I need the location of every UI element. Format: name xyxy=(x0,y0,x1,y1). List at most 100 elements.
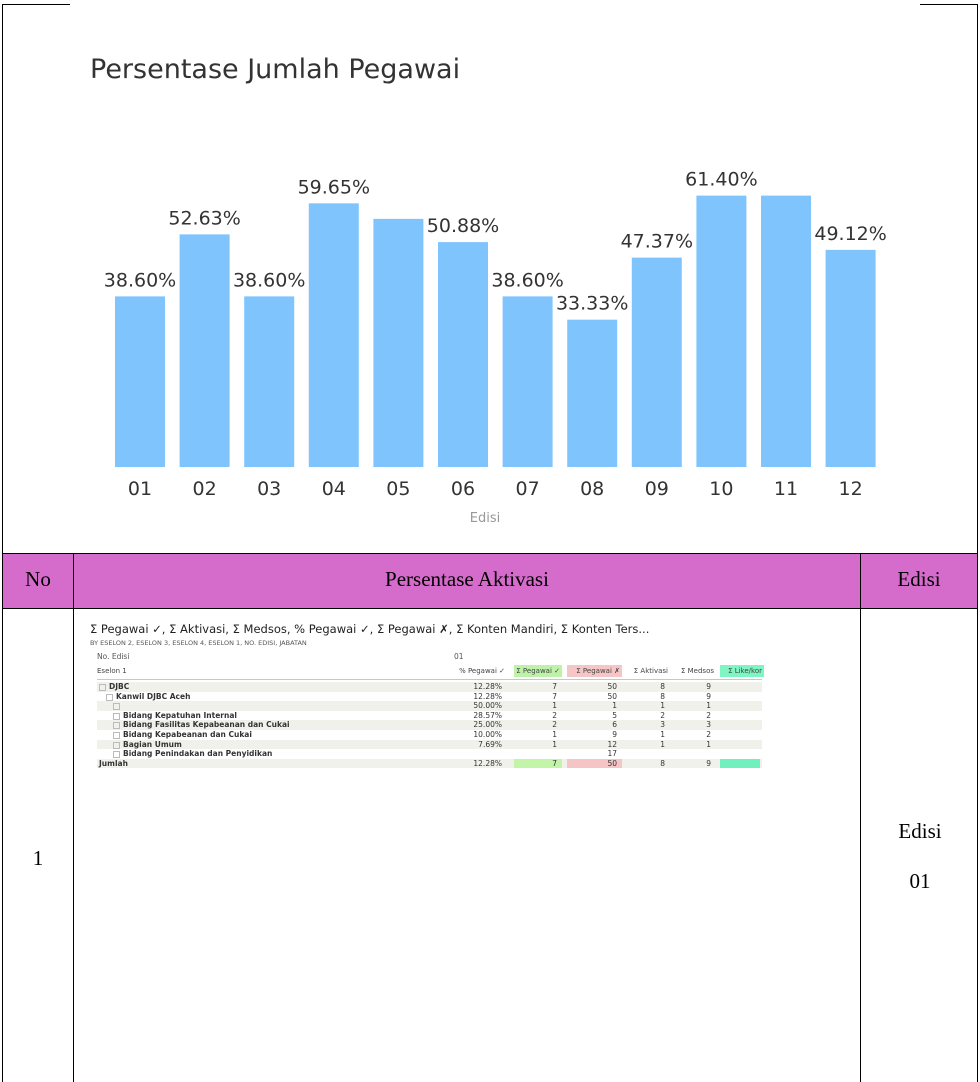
bar xyxy=(373,218,424,467)
cell: 17 xyxy=(607,749,617,759)
cell: 12.28% xyxy=(473,758,502,768)
row-bg xyxy=(97,682,762,692)
bar xyxy=(179,234,230,467)
row-number: 1 xyxy=(32,846,44,870)
column-header: Σ Pegawai ✓ xyxy=(516,667,560,675)
bar xyxy=(696,195,747,467)
expand-icon xyxy=(113,722,120,730)
cell: 1 xyxy=(660,730,665,739)
row-label: Bidang Penindakan dan Penyidikan xyxy=(123,749,273,759)
row-label: DJBC xyxy=(109,682,130,691)
cell: 9 xyxy=(612,730,617,739)
cell: 10.00% xyxy=(473,730,502,739)
expand-icon xyxy=(113,712,120,720)
bar xyxy=(825,249,876,467)
column-header: Eselon 1 xyxy=(97,667,127,675)
header-bg xyxy=(567,665,622,677)
bar xyxy=(502,296,553,467)
cell: 8 xyxy=(660,682,665,691)
cell: 2 xyxy=(552,720,557,730)
cell: 2 xyxy=(552,710,557,720)
column-header: Σ Medsos xyxy=(680,667,714,675)
row-bg xyxy=(97,720,762,730)
cell: 1 xyxy=(660,701,665,711)
row-label: Jumlah xyxy=(99,758,128,768)
bar xyxy=(438,242,488,467)
x-tick-label: 07 xyxy=(516,478,540,500)
cell: 7.69% xyxy=(478,739,502,749)
cell: 9 xyxy=(706,691,711,701)
border xyxy=(2,608,978,609)
cell: 5 xyxy=(612,710,617,720)
edition-label: No. Edisi xyxy=(97,652,130,661)
x-tick-label: 01 xyxy=(128,478,152,500)
header-bg xyxy=(514,665,562,677)
x-tick-label: 10 xyxy=(709,478,733,500)
cell: 1 xyxy=(552,701,557,711)
border xyxy=(2,4,70,5)
data-label: 59.65% xyxy=(298,176,370,198)
cell: 12 xyxy=(607,739,617,749)
cell: 8 xyxy=(660,758,665,768)
cell: 2 xyxy=(660,710,665,720)
border xyxy=(73,553,74,1082)
expand-icon xyxy=(113,741,120,749)
chart: Persentase Jumlah Pegawai Edisi 01 38.60%… xyxy=(90,54,887,526)
row-bg xyxy=(97,701,762,711)
cell: 1 xyxy=(706,739,711,749)
cell: 3 xyxy=(706,720,711,730)
border xyxy=(2,4,3,1082)
cell: 2 xyxy=(706,730,711,739)
column-header: % Pegawai ✓ xyxy=(459,667,505,675)
edition-value: 01 xyxy=(454,652,464,661)
cell: 50 xyxy=(607,758,617,768)
bar xyxy=(567,319,618,467)
header-cell: No xyxy=(25,567,51,591)
edition-cell: Edisi 01 xyxy=(898,819,942,893)
data-label: 61.40% xyxy=(685,169,757,191)
border xyxy=(920,4,977,5)
x-axis-title: Edisi xyxy=(470,511,500,526)
bar xyxy=(115,296,165,467)
total-bg xyxy=(567,758,622,769)
cell: 50 xyxy=(607,682,617,691)
data-label: 52.63% xyxy=(168,207,240,229)
cell: 50 xyxy=(607,691,617,701)
row-bg xyxy=(97,758,762,769)
x-tick-label: 09 xyxy=(645,478,669,500)
data-label: 50.88% xyxy=(427,215,499,237)
cell: 3 xyxy=(660,720,665,730)
row-label: Bagian Umum xyxy=(123,739,182,749)
data-label: 47.37% xyxy=(621,231,693,253)
cell: 7 xyxy=(552,758,557,768)
x-tick-label: 12 xyxy=(839,478,863,500)
x-tick-label: 04 xyxy=(322,478,346,500)
border xyxy=(860,553,861,1082)
header-bg xyxy=(720,665,764,677)
x-tick-label: 11 xyxy=(774,478,798,500)
x-tick-label: 06 xyxy=(451,478,475,500)
cell: 50.00% xyxy=(473,701,502,711)
cell: 9 xyxy=(706,758,711,768)
report-screenshot: Σ Pegawai ✓, Σ Aktivasi, Σ Medsos, % Peg… xyxy=(90,622,770,792)
header-cell: Edisi xyxy=(897,567,941,591)
cell: 12.28% xyxy=(473,691,502,701)
bar xyxy=(761,195,811,467)
data-label: 33.33% xyxy=(556,293,628,315)
header-rule xyxy=(97,679,762,680)
border xyxy=(977,4,978,1082)
total-bg xyxy=(720,758,760,769)
cell: 25.00% xyxy=(473,720,502,730)
cell: 1 xyxy=(552,739,557,749)
row-label: Bidang Fasilitas Kepabeanan dan Cukai xyxy=(123,720,290,730)
cell: 1 xyxy=(660,739,665,749)
cell: 1 xyxy=(612,701,617,711)
cell: 2 xyxy=(706,710,711,720)
bar xyxy=(631,257,682,467)
row-bg xyxy=(97,739,762,750)
expand-icon xyxy=(113,732,120,739)
expand-icon xyxy=(99,684,106,691)
cell: 12.28% xyxy=(473,682,502,691)
header-cell: Persentase Aktivasi xyxy=(385,567,549,591)
